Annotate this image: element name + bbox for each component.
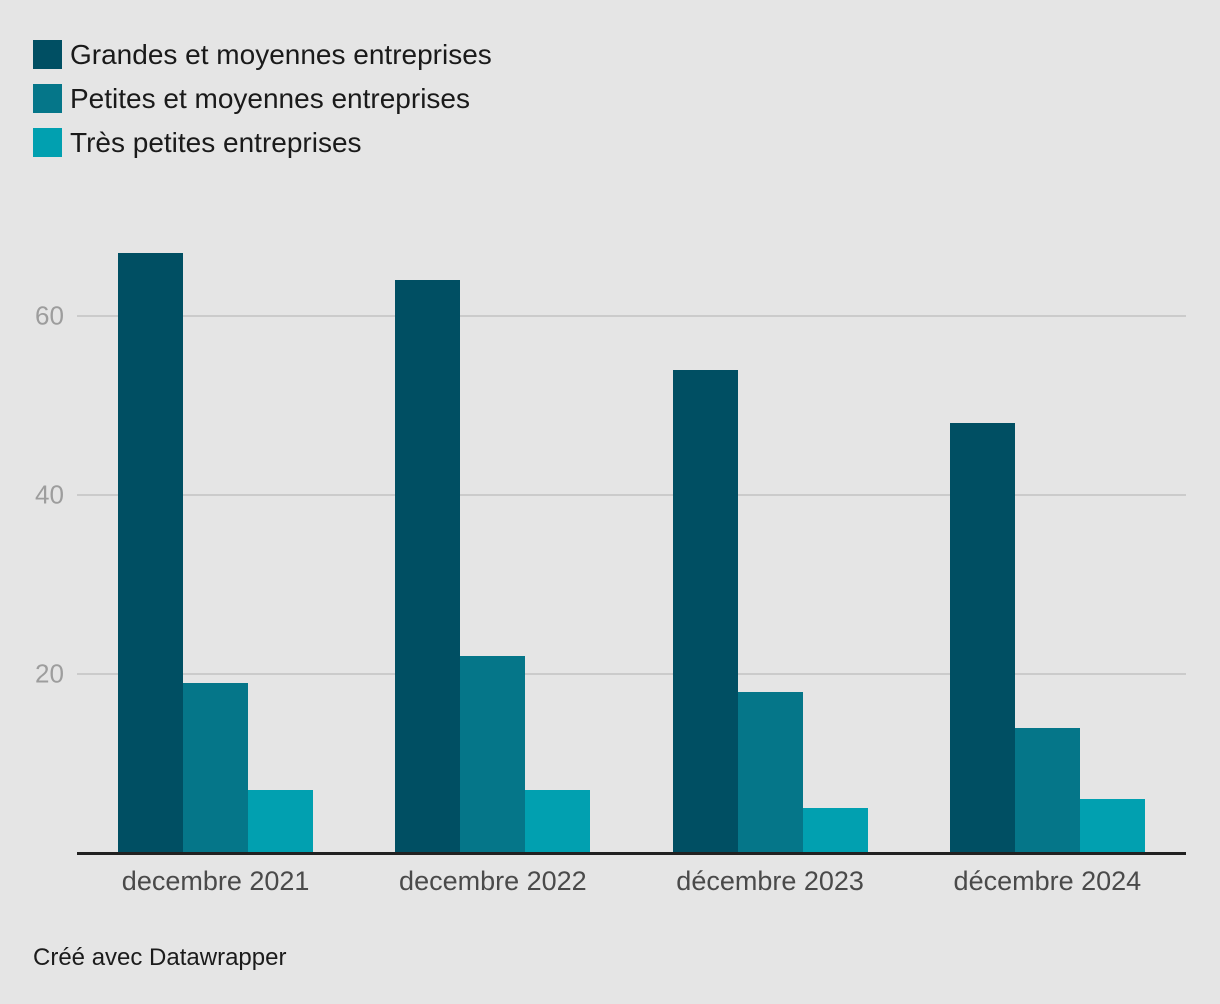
- gridline-40: [77, 494, 1186, 496]
- bar: [1014, 727, 1080, 853]
- y-tick-label: 60: [35, 300, 64, 331]
- attribution: Créé avec Datawrapper: [33, 944, 286, 972]
- bar: [737, 691, 803, 853]
- bar: [1079, 799, 1145, 853]
- bar: [118, 253, 184, 853]
- x-axis-label: decembre 2021: [121, 866, 310, 896]
- x-axis-label: decembre 2022: [399, 866, 587, 896]
- bar: [802, 808, 868, 853]
- bar: [525, 790, 591, 853]
- y-tick-label: 40: [35, 479, 64, 510]
- legend-item: Grandes et moyennes entreprises: [33, 40, 492, 69]
- y-tick-label: 20: [35, 658, 64, 689]
- legend-item: Très petites entreprises: [33, 128, 492, 157]
- x-axis-label: décembre 2023: [676, 866, 864, 896]
- bar: [949, 423, 1015, 853]
- legend-label: Grandes et moyennes entreprises: [70, 39, 492, 70]
- legend-item: Petites et moyennes entreprises: [33, 84, 492, 113]
- legend-swatch: [33, 84, 62, 113]
- bar: [395, 280, 461, 853]
- gridline-20: [77, 673, 1186, 675]
- legend: Grandes et moyennes entreprises Petites e…: [33, 40, 492, 172]
- bar: [460, 656, 526, 853]
- legend-swatch: [33, 128, 62, 157]
- gridline-60: [77, 315, 1186, 317]
- attribution-text: Créé avec Datawrapper: [33, 944, 287, 971]
- bar: [672, 369, 738, 853]
- x-axis-label: décembre 2024: [953, 866, 1142, 896]
- bar: [183, 682, 249, 853]
- x-axis-line: [77, 852, 1186, 855]
- legend-swatch: [33, 40, 62, 69]
- bar: [248, 790, 314, 853]
- legend-label: Très petites entreprises: [70, 127, 362, 158]
- legend-label: Petites et moyennes entreprises: [70, 83, 470, 114]
